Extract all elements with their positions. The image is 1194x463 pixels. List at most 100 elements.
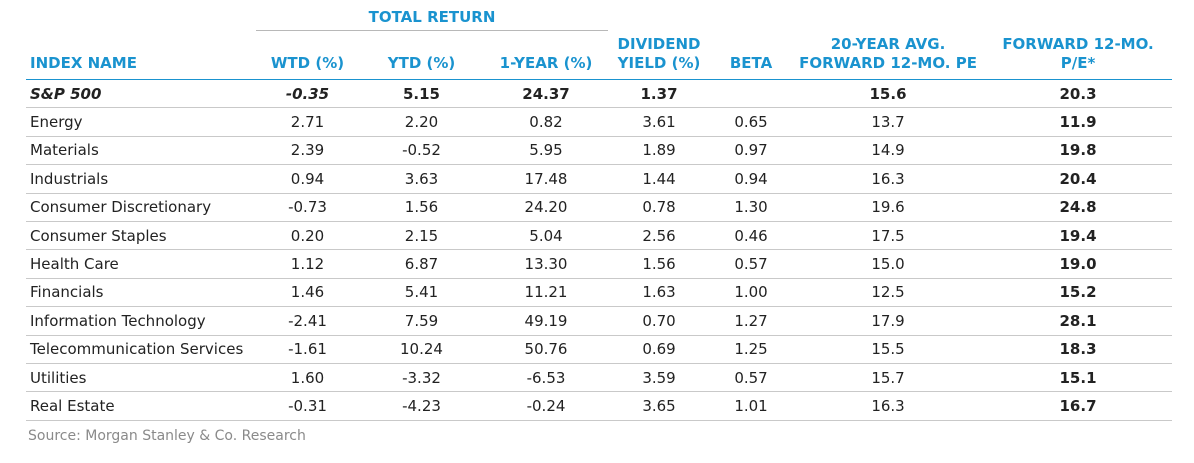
wtd-cell: -1.61 [256,335,359,364]
forward-pe-cell: 19.0 [984,249,1173,279]
column-header-row: INDEX NAME WTD (%) YTD (%) 1-YEAR (%) DI… [26,30,1173,80]
index-name-cell: Consumer Staples [26,221,256,251]
wtd-cell: -0.73 [256,193,359,222]
wtd-cell: 2.71 [256,107,359,137]
group-header-spacer [26,6,256,31]
forward-pe-cell: 28.1 [984,306,1173,336]
avg-pe-cell: 17.9 [792,306,985,336]
index-name-cell: Real Estate [26,391,256,421]
forward-pe-header-line1: FORWARD 12-MO. [1002,35,1154,53]
forward-pe-cell: 18.3 [984,335,1173,364]
forward-pe-cell: 20.3 [984,79,1173,109]
index-name-cell: Information Technology [26,306,256,336]
forward-pe-cell: 16.7 [984,391,1173,421]
one-year-cell: 50.76 [484,335,609,364]
one-year-cell: 5.95 [484,136,609,166]
one-year-cell: 24.20 [484,193,609,222]
forward-pe-header-line2: P/E* [1060,54,1096,72]
wtd-cell: 2.39 [256,136,359,166]
dividend-header-line1: DIVIDEND [617,35,701,53]
dividend-yield-cell: 2.56 [608,221,711,251]
table-row: Real Estate -0.31 -4.23 -0.24 3.65 1.01 … [26,391,1173,421]
column-header-dividend-yield: DIVIDEND YIELD (%) [608,30,711,80]
forward-pe-cell: 19.4 [984,221,1173,251]
avg-pe-cell: 16.3 [792,391,985,421]
avg-pe-cell: 14.9 [792,136,985,166]
wtd-cell: 1.60 [256,363,359,393]
ytd-cell: 5.15 [359,79,484,109]
table-row-sp500: S&P 500 -0.35 5.15 24.37 1.37 15.6 20.3 [26,79,1173,109]
table-row: Telecommunication Services -1.61 10.24 5… [26,335,1173,364]
table-row: Financials 1.46 5.41 11.21 1.63 1.00 12.… [26,278,1173,308]
avg-pe-cell: 16.3 [792,164,985,194]
group-header-spacer [984,6,1172,31]
wtd-cell: -2.41 [256,306,359,336]
wtd-cell: 1.12 [256,249,359,279]
dividend-yield-cell: 1.37 [608,79,711,109]
group-header-spacer [710,6,792,31]
index-returns-table-container: TOTAL RETURN INDEX NAME WTD (%) YTD (%) … [26,6,1173,421]
one-year-cell: 17.48 [484,164,609,194]
dividend-yield-cell: 1.89 [608,136,711,166]
avg-pe-cell: 17.5 [792,221,985,251]
table-row: Health Care 1.12 6.87 13.30 1.56 0.57 15… [26,249,1173,279]
dividend-yield-cell: 1.44 [608,164,711,194]
table-header: TOTAL RETURN INDEX NAME WTD (%) YTD (%) … [26,6,1173,80]
one-year-cell: 5.04 [484,221,609,251]
beta-cell: 1.25 [710,335,793,364]
table-row: Information Technology -2.41 7.59 49.19 … [26,306,1173,336]
dividend-yield-cell: 1.63 [608,278,711,308]
dividend-yield-cell: 0.78 [608,193,711,222]
table-row: Industrials 0.94 3.63 17.48 1.44 0.94 16… [26,164,1173,194]
wtd-cell: 1.46 [256,278,359,308]
forward-pe-cell: 11.9 [984,107,1173,137]
beta-cell: 0.57 [710,363,793,393]
ytd-cell: 1.56 [359,193,484,222]
table-row: Consumer Staples 0.20 2.15 5.04 2.56 0.4… [26,221,1173,251]
index-name-cell: Industrials [26,164,256,194]
dividend-yield-cell: 1.56 [608,249,711,279]
ytd-cell: 2.15 [359,221,484,251]
forward-pe-cell: 24.8 [984,193,1173,222]
forward-pe-cell: 15.1 [984,363,1173,393]
dividend-yield-cell: 3.61 [608,107,711,137]
one-year-cell: -6.53 [484,363,609,393]
dividend-yield-cell: 3.59 [608,363,711,393]
ytd-cell: 3.63 [359,164,484,194]
forward-pe-cell: 20.4 [984,164,1173,194]
index-name-cell: Telecommunication Services [26,335,256,364]
ytd-cell: 5.41 [359,278,484,308]
source-note: Source: Morgan Stanley & Co. Research [28,428,306,444]
avg-pe-cell: 12.5 [792,278,985,308]
dividend-yield-cell: 0.69 [608,335,711,364]
beta-cell: 1.00 [710,278,793,308]
one-year-cell: 49.19 [484,306,609,336]
index-returns-table: TOTAL RETURN INDEX NAME WTD (%) YTD (%) … [26,6,1173,421]
forward-pe-cell: 15.2 [984,278,1173,308]
index-name-cell: Health Care [26,249,256,279]
ytd-cell: 6.87 [359,249,484,279]
column-header-20yr-avg-pe: 20-YEAR AVG. FORWARD 12-MO. PE [792,30,985,80]
group-header-row: TOTAL RETURN [26,6,1172,31]
index-name-cell: Financials [26,278,256,308]
forward-pe-cell: 19.8 [984,136,1173,166]
one-year-cell: 24.37 [484,79,609,109]
column-header-beta: BETA [710,30,793,80]
ytd-cell: 2.20 [359,107,484,137]
beta-cell: 1.27 [710,306,793,336]
avg-pe-cell: 15.6 [792,79,985,109]
total-return-group-header: TOTAL RETURN [256,6,608,31]
table-row: Materials 2.39 -0.52 5.95 1.89 0.97 14.9… [26,136,1173,166]
one-year-cell: 0.82 [484,107,609,137]
column-header-ytd: YTD (%) [359,30,484,80]
avg-pe-header-line1: 20-YEAR AVG. [830,35,946,53]
beta-cell: 1.30 [710,193,793,222]
column-header-wtd: WTD (%) [256,30,359,80]
avg-pe-cell: 15.0 [792,249,985,279]
ytd-cell: -4.23 [359,391,484,421]
wtd-cell: -0.31 [256,391,359,421]
dividend-header-line2: YIELD (%) [617,54,701,72]
column-header-one-year: 1-YEAR (%) [484,30,609,80]
dividend-yield-cell: 3.65 [608,391,711,421]
beta-cell: 0.46 [710,221,793,251]
